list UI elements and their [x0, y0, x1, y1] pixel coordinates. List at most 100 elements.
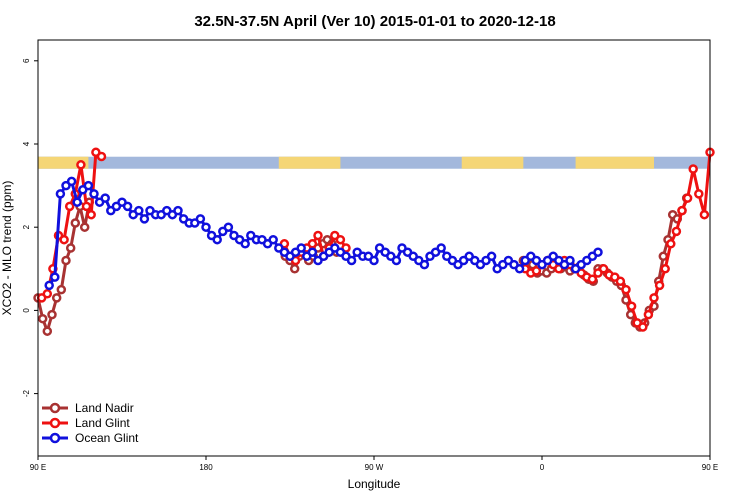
data-point: [313, 230, 323, 241]
data-point: [76, 160, 86, 170]
data-point: [79, 222, 90, 232]
data-point: [195, 214, 206, 224]
data-point: [223, 222, 234, 232]
data-point: [335, 234, 346, 245]
legend-swatch-marker: [49, 402, 61, 414]
data-point: [649, 293, 659, 303]
data-point: [66, 176, 77, 187]
data-point: [369, 255, 379, 266]
data-point: [37, 313, 48, 324]
data-point: [307, 239, 318, 249]
data-point: [56, 284, 67, 295]
y-axis: -2 0 2 4 6: [22, 58, 38, 397]
series-land-glint: [36, 147, 715, 332]
data-point: [47, 309, 57, 320]
legend-label: Ocean Glint: [75, 431, 139, 445]
x-tick-label: 90 E: [30, 463, 46, 472]
y-tick-label: 0: [22, 308, 31, 313]
data-point: [139, 214, 150, 224]
series-line: [36, 201, 91, 337]
data-point: [96, 151, 107, 162]
data-point: [626, 301, 637, 311]
data-point: [307, 247, 318, 257]
band-land-2: [461, 156, 524, 169]
data-point: [391, 255, 402, 266]
x-tick-label: 90 E: [702, 463, 718, 472]
data-point: [638, 322, 648, 332]
legend-swatch-marker: [49, 417, 61, 429]
y-tick-label: -2: [22, 389, 31, 397]
data-point: [44, 280, 54, 291]
data-point: [61, 255, 71, 266]
data-point: [201, 222, 211, 232]
band-land-3: [575, 156, 654, 169]
data-point: [42, 289, 53, 299]
plot-frame: [37, 39, 711, 457]
data-point: [268, 234, 278, 245]
y-tick-label: 2: [22, 224, 31, 229]
data-point: [660, 264, 670, 274]
data-point: [621, 284, 631, 295]
data-point: [682, 193, 693, 203]
data-point: [587, 274, 598, 284]
data-point: [289, 264, 300, 274]
surface-band: [38, 156, 710, 169]
series-line: [524, 152, 712, 330]
legend-label: Land Nadir: [75, 401, 134, 415]
data-point: [70, 218, 81, 228]
legend-item: Ocean Glint: [42, 431, 139, 445]
data-point: [699, 209, 710, 220]
band-land-0: [38, 156, 89, 169]
data-point: [531, 266, 542, 276]
data-point: [688, 164, 698, 174]
data-point: [173, 205, 183, 216]
x-tick-label: 180: [199, 463, 213, 472]
y-tick-label: 4: [22, 141, 31, 146]
data-point: [65, 243, 76, 253]
data-point: [72, 197, 82, 207]
x-tick-label: 0: [540, 463, 545, 472]
x-axis-title: Longitude: [348, 477, 401, 491]
band-land-1: [278, 156, 341, 169]
series-ocean-glint: [44, 176, 603, 291]
legend-item: Land Nadir: [42, 401, 134, 415]
data-point: [42, 326, 53, 336]
data-point: [83, 180, 94, 191]
data-point: [89, 189, 99, 199]
data-point: [50, 272, 60, 282]
data-point: [346, 255, 357, 266]
data-point: [240, 239, 250, 249]
data-point: [615, 276, 626, 287]
data-point: [643, 309, 654, 320]
data-point: [55, 189, 66, 199]
data-point: [593, 247, 603, 257]
y-axis-title: XCO2 - MLO trend (ppm): [0, 181, 14, 316]
data-point: [296, 243, 306, 253]
data-point: [436, 243, 446, 253]
data-point: [51, 293, 62, 303]
chart-title: 32.5N-37.5N April (Ver 10) 2015-01-01 to…: [194, 13, 555, 30]
data-point: [419, 259, 430, 270]
data-point: [59, 234, 69, 245]
data-point: [81, 201, 92, 212]
legend-item: Land Glint: [42, 416, 130, 430]
data-point: [514, 264, 525, 274]
x-tick-label: 90 W: [365, 463, 384, 472]
data-point: [677, 205, 687, 216]
legend-swatch-marker: [49, 432, 61, 444]
y-tick-label: 6: [22, 58, 31, 63]
data-point: [658, 251, 669, 262]
data-point: [134, 205, 144, 216]
data-point: [100, 193, 110, 203]
data-point: [598, 264, 609, 274]
data-point: [671, 226, 682, 237]
data-point: [654, 280, 665, 291]
x-axis: 90 E 180 90 W 0 90 E: [30, 456, 718, 472]
data-point: [486, 251, 497, 262]
data-point: [212, 234, 222, 245]
plot-series: [33, 147, 715, 337]
data-point: [694, 189, 704, 199]
legend-label: Land Glint: [75, 416, 130, 430]
